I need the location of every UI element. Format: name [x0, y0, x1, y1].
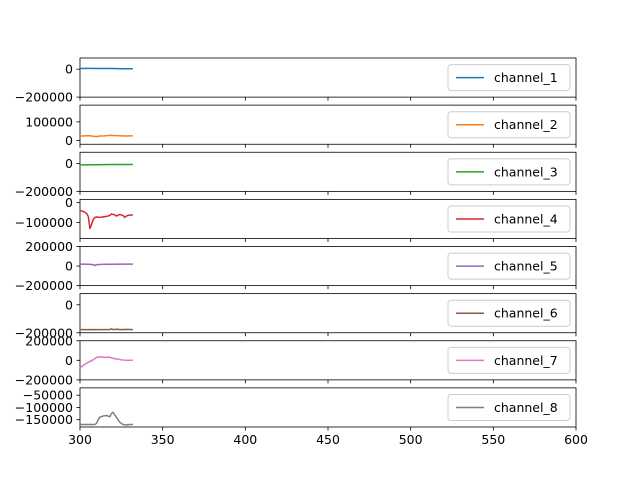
legend-label-channel_6: channel_6 [494, 306, 558, 321]
x-tick-label: 300 [68, 432, 92, 447]
y-tick-label-channel_7: −200000 [15, 372, 73, 387]
y-tick-label-channel_2: 0 [65, 133, 73, 148]
x-tick-label: 350 [151, 432, 175, 447]
y-tick-label-channel_8: −150000 [15, 412, 73, 427]
y-tick-label-channel_5: −200000 [15, 278, 73, 293]
y-tick-label-channel_7: 0 [65, 353, 73, 368]
y-tick-label-channel_1: −200000 [15, 90, 73, 105]
y-tick-label-channel_5: 200000 [25, 239, 73, 254]
y-tick-label-channel_3: 0 [65, 156, 73, 171]
y-tick-label-channel_1: 0 [65, 62, 73, 77]
x-tick-label: 500 [399, 432, 423, 447]
legend-label-channel_4: channel_4 [494, 211, 558, 226]
legend-label-channel_2: channel_2 [494, 117, 558, 132]
legend-label-channel_3: channel_3 [494, 164, 558, 179]
x-tick-label: 400 [233, 432, 257, 447]
legend-label-channel_8: channel_8 [494, 400, 558, 415]
series-line-channel_2 [80, 135, 133, 136]
legend-label-channel_1: channel_1 [494, 70, 558, 85]
x-tick-label: 450 [316, 432, 340, 447]
y-tick-label-channel_7: 200000 [25, 333, 73, 348]
y-tick-label-channel_2: 100000 [25, 114, 73, 129]
x-tick-label: 600 [564, 432, 588, 447]
legend-label-channel_7: channel_7 [494, 353, 558, 368]
y-tick-label-channel_6: 0 [65, 297, 73, 312]
legend-label-channel_5: channel_5 [494, 259, 558, 274]
y-tick-label-channel_5: 0 [65, 259, 73, 274]
x-tick-label: 550 [481, 432, 505, 447]
series-line-channel_6 [80, 329, 133, 330]
y-tick-label-channel_4: −100000 [15, 215, 73, 230]
y-tick-label-channel_4: 0 [65, 195, 73, 210]
